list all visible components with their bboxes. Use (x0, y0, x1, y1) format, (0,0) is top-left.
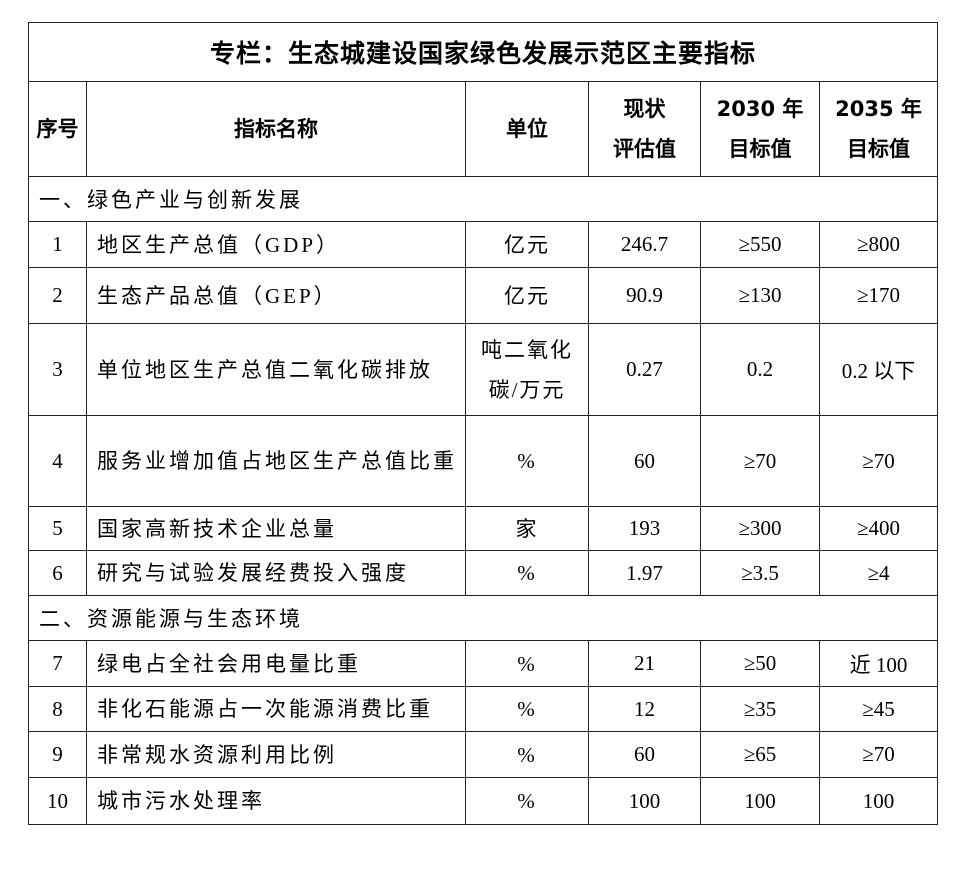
cell-name: 非化石能源占一次能源消费比重 (86, 686, 466, 732)
cell-current: 60 (588, 415, 701, 507)
cell-no: 10 (28, 777, 87, 825)
header-2035-line2: 目标值 (847, 137, 911, 161)
section-row: 一、绿色产业与创新发展 (27, 176, 939, 222)
cell-2030: 0.2 (700, 323, 820, 416)
cell-2035: ≥4 (818, 550, 939, 596)
cell-2030: ≥130 (700, 267, 820, 324)
table-row: 9 非常规水资源利用比例% 60 ≥65 ≥70 (28, 731, 939, 778)
cell-unit: 家 (465, 506, 589, 551)
cell-2035: ≥800 (818, 221, 939, 268)
table-row: 5 国家高新技术企业总量家 193 ≥300 ≥400 (28, 506, 939, 551)
cell-no: 6 (28, 550, 87, 596)
cell-2030: ≥35 (700, 686, 820, 732)
table-row: 4 服务业增加值占地区生产总值比重% 60 ≥70 ≥70 (28, 415, 939, 507)
cell-2035: ≥400 (818, 506, 939, 551)
cell-name: 服务业增加值占地区生产总值比重 (86, 415, 466, 507)
cell-2035: ≥45 (818, 686, 939, 732)
header-row: 序号 指标名称 单位 现状 评估值 2030 年目标值 2035 年目标值 (28, 81, 939, 177)
cell-unit: 亿元 (465, 267, 589, 324)
table-row: 1 地区生产总值（GDP） 亿元 246.7 ≥550 ≥800 (28, 221, 939, 268)
cell-no: 4 (28, 415, 87, 507)
table-title: 专栏：生态城建设国家绿色发展示范区主要指标 (27, 22, 939, 82)
cell-2030: 100 (700, 777, 820, 825)
cell-2030: ≥300 (700, 506, 820, 551)
cell-current: 100 (588, 777, 701, 825)
cell-2035: 近 100 (818, 640, 939, 687)
cell-current: 60 (588, 731, 701, 778)
cell-2030: ≥65 (700, 731, 820, 778)
cell-no: 2 (28, 267, 87, 324)
cell-name: 地区生产总值（GDP） (86, 221, 466, 268)
cell-name: 生态产品总值（GEP） (86, 267, 466, 324)
cell-unit: 吨二氧化碳/万元 (465, 323, 589, 416)
section-row: 二、资源能源与生态环境 (27, 595, 939, 641)
title-row: 专栏：生态城建设国家绿色发展示范区主要指标 (27, 22, 939, 82)
table-row: 3 单位地区生产总值二氧化碳排放 吨二氧化碳/万元 0.27 0.2 0.2 以下 (28, 323, 939, 416)
header-current-line2: 评估值 (613, 137, 676, 161)
section-title: 一、绿色产业与创新发展 (27, 176, 939, 222)
cell-unit: % (465, 550, 589, 596)
cell-current: 1.97 (588, 550, 701, 596)
header-name: 指标名称 (86, 81, 466, 177)
cell-2035: 100 (818, 777, 939, 825)
header-2035: 2035 年目标值 (818, 81, 939, 177)
header-2030-line1: 2030 年 (716, 97, 804, 121)
header-current: 现状 评估值 (588, 81, 701, 177)
table-row: 7 绿电占全社会用电量比重% 21 ≥50 近 100 (28, 640, 939, 687)
cell-no: 5 (28, 506, 87, 551)
cell-name: 单位地区生产总值二氧化碳排放 (86, 323, 466, 416)
header-current-line1: 现状 (623, 97, 666, 121)
cell-unit: % (465, 686, 589, 732)
header-no: 序号 (28, 81, 87, 177)
cell-no: 8 (28, 686, 87, 732)
cell-current: 193 (588, 506, 701, 551)
cell-2030: ≥3.5 (700, 550, 820, 596)
cell-2035: 0.2 以下 (818, 323, 939, 416)
cell-current: 21 (588, 640, 701, 687)
header-2035-line1: 2035 年 (835, 97, 922, 121)
cell-no: 7 (28, 640, 87, 687)
cell-2035: ≥170 (818, 267, 939, 324)
cell-2030: ≥50 (700, 640, 820, 687)
table-row: 8 非化石能源占一次能源消费比重% 12 ≥35 ≥45 (28, 686, 939, 732)
cell-2030: ≥550 (700, 221, 820, 268)
table-row: 10 城市污水处理率% 100 100 100 (28, 777, 939, 825)
header-unit: 单位 (465, 81, 589, 177)
section-title: 二、资源能源与生态环境 (27, 595, 939, 641)
cell-2035: ≥70 (818, 731, 939, 778)
indicators-table: 专栏：生态城建设国家绿色发展示范区主要指标 序号 指标名称 单位 现状评估值 2… (27, 22, 939, 825)
cell-current: 12 (588, 686, 701, 732)
cell-name: 绿电占全社会用电量比重 (86, 640, 466, 687)
cell-unit: % (465, 731, 589, 778)
cell-name: 城市污水处理率 (86, 777, 466, 825)
cell-no: 9 (28, 731, 87, 778)
cell-unit: 亿元 (465, 221, 589, 268)
table-row: 2 生态产品总值（GEP） 亿元 90.9 ≥130 ≥170 (28, 267, 939, 324)
cell-2035: ≥70 (818, 415, 939, 507)
table-row: 6 研究与试验发展经费投入强度% 1.97 ≥3.5 ≥4 (28, 550, 939, 596)
cell-unit: % (465, 415, 589, 507)
cell-unit: % (465, 777, 589, 825)
cell-unit: % (465, 640, 589, 687)
cell-name: 非常规水资源利用比例 (86, 731, 466, 778)
cell-2030: ≥70 (700, 415, 820, 507)
cell-name: 研究与试验发展经费投入强度 (86, 550, 466, 596)
cell-current: 246.7 (588, 221, 701, 268)
header-2030: 2030 年目标值 (700, 81, 820, 177)
cell-no: 1 (28, 221, 87, 268)
header-2030-line2: 目标值 (728, 137, 792, 161)
cell-name: 国家高新技术企业总量 (86, 506, 466, 551)
cell-current: 0.27 (588, 323, 701, 416)
cell-no: 3 (28, 323, 87, 416)
cell-current: 90.9 (588, 267, 701, 324)
